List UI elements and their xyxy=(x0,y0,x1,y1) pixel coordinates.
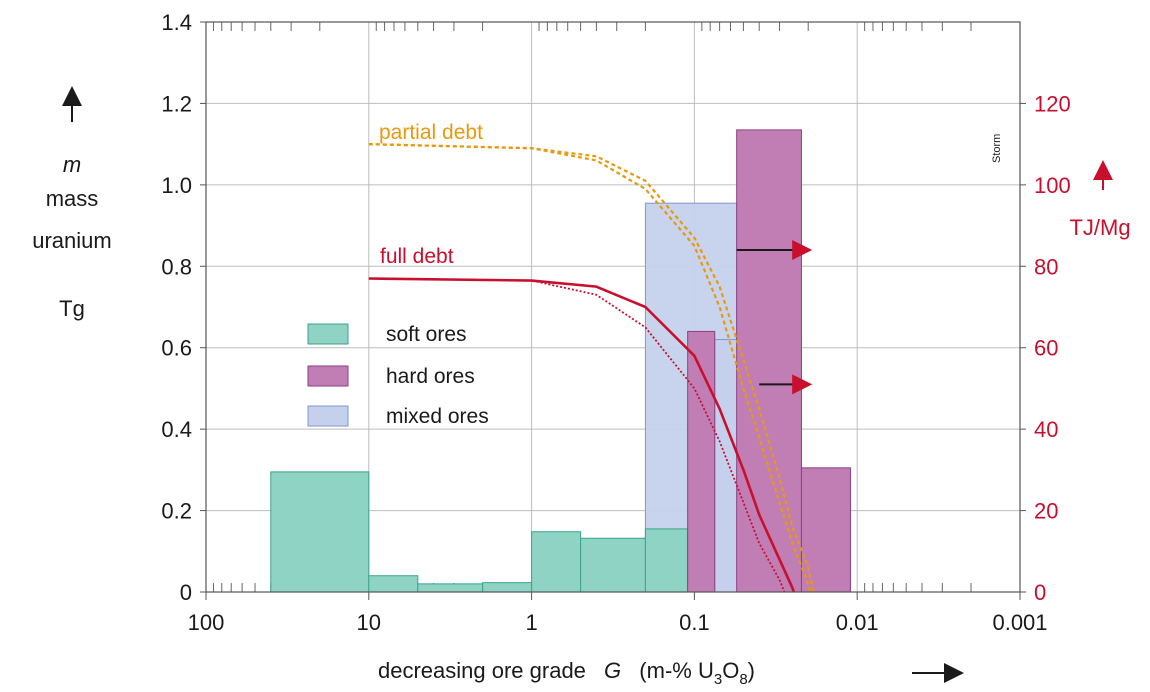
y-right-tick-label: 80 xyxy=(1034,254,1058,279)
bar-soft-ores xyxy=(482,582,533,593)
bar-hard-ores xyxy=(736,129,802,593)
bar-soft-ores xyxy=(270,471,370,593)
y-left-tick-label: 0.6 xyxy=(161,336,192,361)
legend-swatch-soft-ores xyxy=(307,323,349,345)
x-tick-label: 0.01 xyxy=(836,610,879,635)
y-right-tick-label: 0 xyxy=(1034,580,1046,605)
bar-soft-ores xyxy=(531,531,582,593)
y-left-tick-label: 0 xyxy=(180,580,192,605)
legend-swatch-hard-ores xyxy=(307,365,349,387)
y-left-tick-label: 0.4 xyxy=(161,417,192,442)
plot-frame xyxy=(205,21,1021,593)
y-right-unit: TJ/Mg xyxy=(1069,215,1130,240)
y-left-tick-label: 0.8 xyxy=(161,254,192,279)
legend-label-mixed-ores: mixed ores xyxy=(386,405,489,428)
y-right-tick-label: 120 xyxy=(1034,91,1071,116)
y-axis-left-ticks: 0 0.2 0.4 0.6 0.8 1.0 1.2 1.4 xyxy=(161,10,206,605)
x-tick-label: 10 xyxy=(357,610,381,635)
y-left-tick-label: 1.0 xyxy=(161,173,192,198)
curve-label-partial-debt: partial debt xyxy=(379,121,483,144)
curve-partial-debt-1 xyxy=(368,143,812,593)
x-tick-label: 0.001 xyxy=(992,610,1047,635)
legend: soft ores hard ores mixed ores xyxy=(307,323,489,428)
y-left-tick-label: 1.2 xyxy=(161,91,192,116)
y-right-tick-label: 100 xyxy=(1034,173,1071,198)
curve-partial-debt-0 xyxy=(368,143,815,593)
legend-label-soft-ores: soft ores xyxy=(386,323,467,346)
bars xyxy=(270,129,851,593)
y-left-unit: Tg xyxy=(59,296,85,321)
curve-label-full-debt: full debt xyxy=(380,245,454,268)
arrows xyxy=(736,240,813,395)
y-left-tick-label: 1.4 xyxy=(161,10,192,35)
bar-soft-ores xyxy=(368,575,419,593)
x-axis-label: decreasing ore grade G (m-% U3O8) xyxy=(378,658,755,688)
bar-hard-ores xyxy=(687,330,716,593)
curve-full-debt-2 xyxy=(368,277,796,593)
bar-soft-ores xyxy=(644,528,689,593)
credit-text: Storm xyxy=(991,134,1003,163)
bar-soft-ores xyxy=(417,583,484,593)
y-left-symbol: m xyxy=(63,152,81,177)
y-left-tick-label: 0.2 xyxy=(161,499,192,524)
y-left-label-line1: mass xyxy=(46,186,99,211)
y-axis-right-ticks: 0 20 40 60 80 100 120 xyxy=(1020,91,1071,605)
y-right-tick-label: 20 xyxy=(1034,499,1058,524)
curves xyxy=(368,143,815,593)
x-tick-label: 100 xyxy=(188,610,225,635)
x-axis-ticks: 100 10 1 0.1 0.01 0.001 xyxy=(188,592,1048,635)
legend-swatch-mixed-ores xyxy=(307,405,349,427)
bar-soft-ores xyxy=(580,537,646,593)
y-right-tick-label: 40 xyxy=(1034,417,1058,442)
x-tick-label: 0.1 xyxy=(679,610,710,635)
y-left-label-line2: uranium xyxy=(32,228,111,253)
legend-label-hard-ores: hard ores xyxy=(386,365,475,388)
bar-hard-ores xyxy=(800,467,851,593)
x-tick-label: 1 xyxy=(525,610,537,635)
y-right-tick-label: 60 xyxy=(1034,336,1058,361)
